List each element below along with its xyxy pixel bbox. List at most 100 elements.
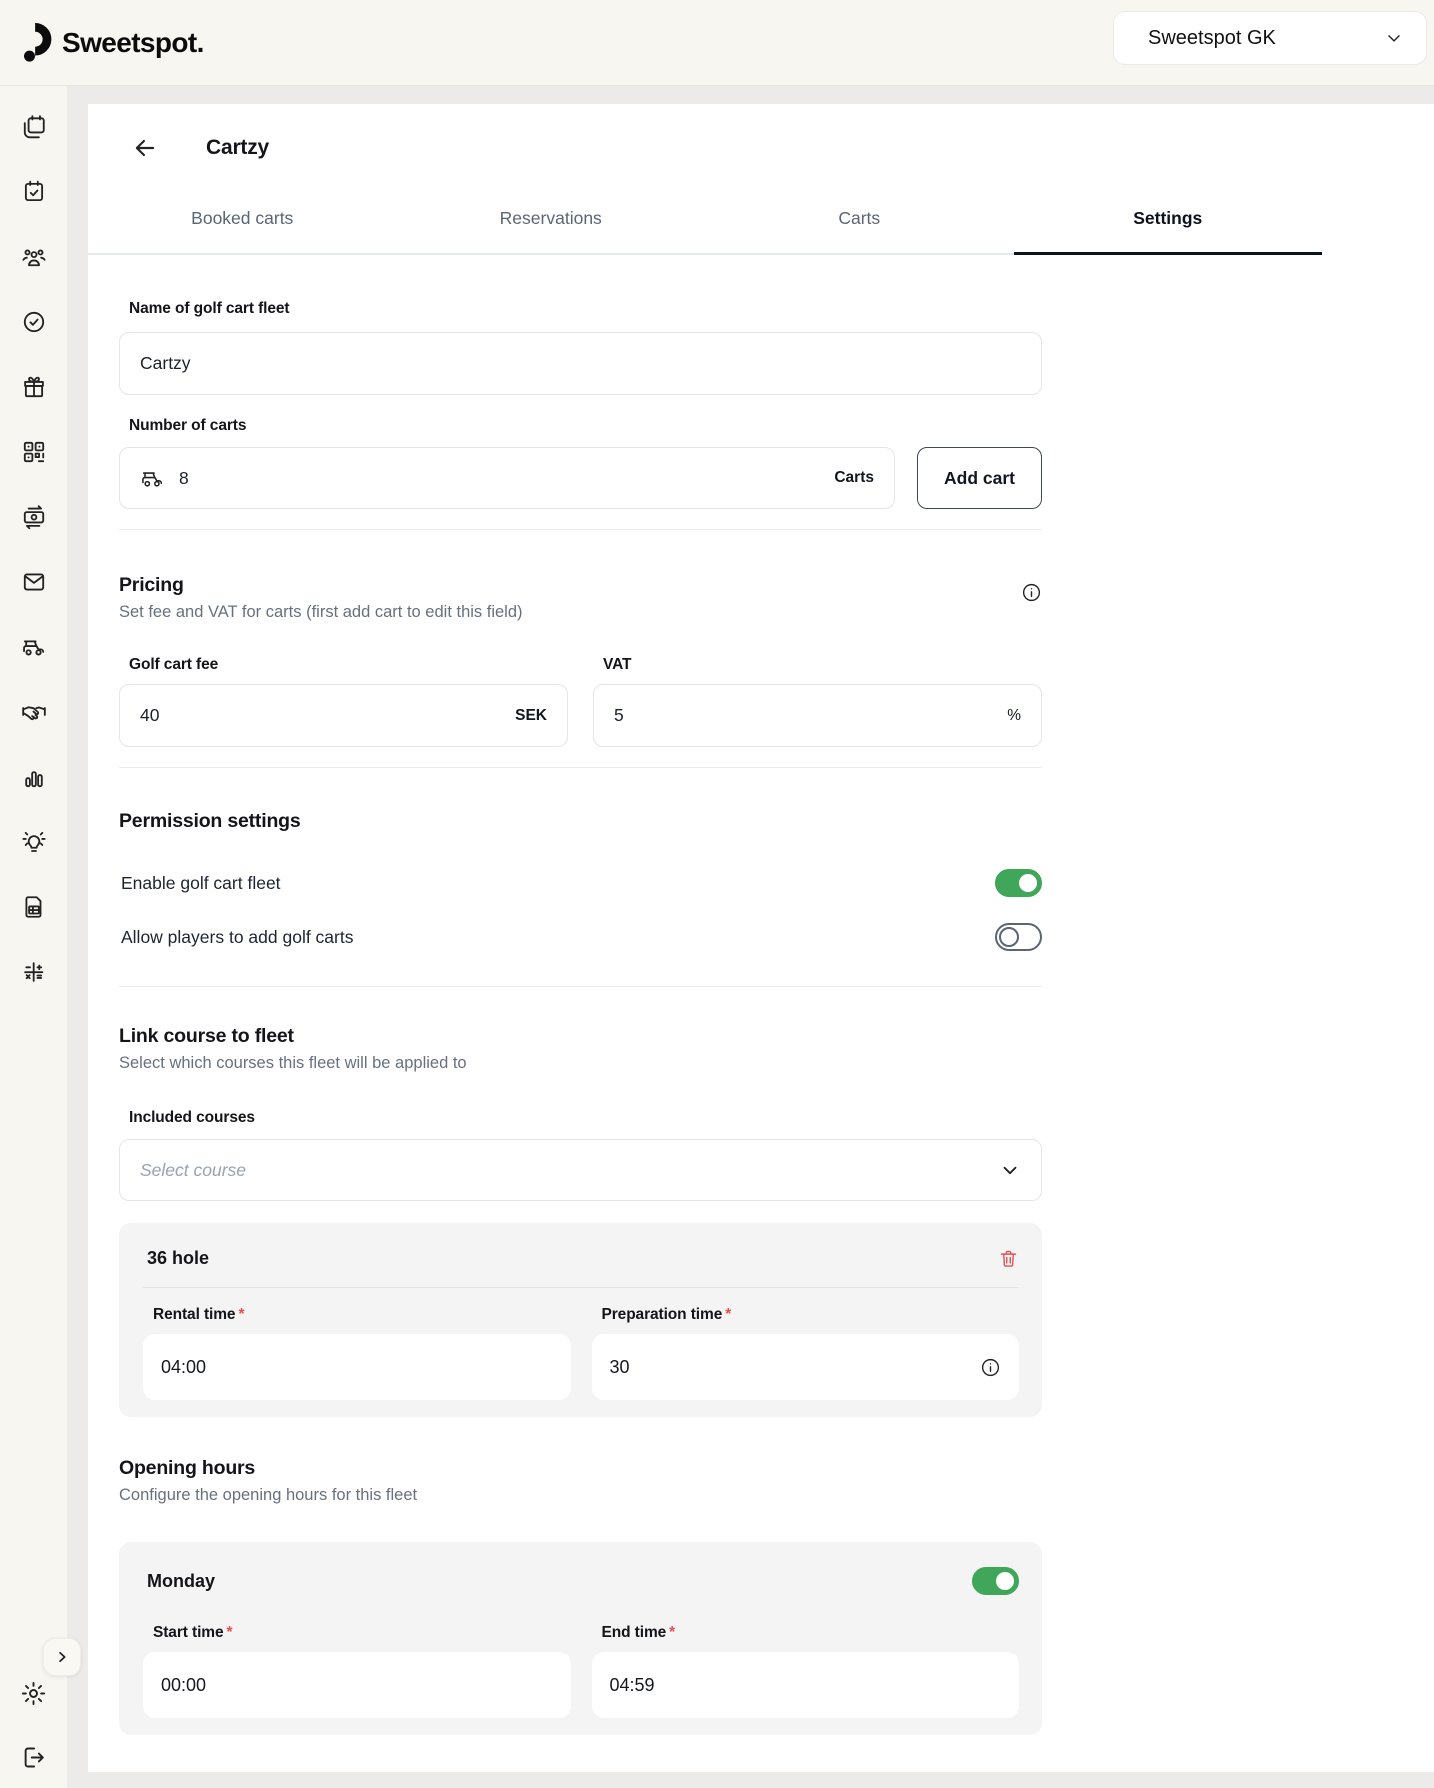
app-header: Sweetspot. Sweetspot GK xyxy=(0,0,1434,86)
tab-settings[interactable]: Settings xyxy=(1013,184,1323,255)
arrow-left-icon xyxy=(135,139,155,157)
sidebar-item-calendar[interactable] xyxy=(21,179,47,205)
pricing-subtitle: Set fee and VAT for carts (first add car… xyxy=(119,603,523,621)
preparation-time-field-box xyxy=(591,1334,1019,1400)
qr-code-icon xyxy=(23,441,44,463)
preparation-time-input[interactable] xyxy=(609,1356,980,1378)
sidebar-item-payments[interactable] xyxy=(21,504,47,530)
link-course-title: Link course to fleet xyxy=(119,1025,294,1047)
required-asterisk: * xyxy=(725,1306,732,1323)
chevron-down-icon xyxy=(1384,28,1404,48)
gift-icon xyxy=(23,376,44,398)
trash-icon xyxy=(1000,1250,1017,1267)
golf-cart-icon xyxy=(22,640,44,656)
fleet-name-label: Name of golf cart fleet xyxy=(129,300,290,317)
tab-carts[interactable]: Carts xyxy=(838,208,881,228)
partnership-icon xyxy=(21,706,46,721)
golf-cart-fee-label: Golf cart fee xyxy=(129,656,219,673)
monday-toggle[interactable] xyxy=(972,1567,1019,1595)
preparation-time-label: Preparation time xyxy=(601,1306,723,1323)
sidebar-expand-button[interactable] xyxy=(43,1638,81,1676)
calendar-check-icon xyxy=(24,180,43,202)
course-select-input[interactable] xyxy=(140,1159,999,1181)
preparation-info-icon[interactable] xyxy=(980,1357,1001,1378)
sidebar-item-partnerships[interactable] xyxy=(21,699,47,725)
page-title: Cartzy xyxy=(206,136,269,159)
brand-name: Sweetspot. xyxy=(62,26,204,58)
pricing-info-icon[interactable] xyxy=(1021,582,1042,603)
permission-row-players-add: Allow players to add golf carts xyxy=(119,923,1042,951)
start-time-label: Start time xyxy=(153,1624,224,1641)
permission-settings-title: Permission settings xyxy=(119,810,301,832)
start-time-input[interactable] xyxy=(161,1674,553,1696)
back-button[interactable] xyxy=(132,135,158,161)
booking-calendar-icon xyxy=(23,115,45,139)
carts-count-input[interactable] xyxy=(179,467,821,489)
section-divider xyxy=(119,529,1042,530)
sidebar-item-settings[interactable] xyxy=(20,1680,47,1707)
link-course-subtitle: Select which courses this fleet will be … xyxy=(119,1054,467,1072)
end-time-input[interactable] xyxy=(609,1674,1001,1696)
mail-icon xyxy=(23,573,44,591)
section-divider xyxy=(119,767,1042,768)
sidebar-item-insights[interactable] xyxy=(21,829,47,855)
add-cart-button[interactable]: Add cart xyxy=(917,447,1042,509)
fleet-name-input[interactable] xyxy=(140,353,1021,374)
rental-time-label: Rental time xyxy=(153,1306,236,1323)
members-icon xyxy=(21,249,46,267)
logout-button[interactable] xyxy=(20,1744,47,1771)
sidebar xyxy=(0,86,67,1788)
course-select[interactable] xyxy=(119,1139,1042,1201)
players-add-carts-label: Allow players to add golf carts xyxy=(121,926,354,947)
fee-currency-suffix: SEK xyxy=(515,706,547,724)
included-courses-label: Included courses xyxy=(129,1109,255,1126)
pricing-title: Pricing xyxy=(119,574,184,596)
sidebar-item-golf-carts[interactable] xyxy=(21,634,47,660)
chevron-right-icon xyxy=(59,1651,66,1663)
sidebar-item-vouchers[interactable] xyxy=(21,374,47,400)
vat-field-box: % xyxy=(593,684,1042,747)
tab-booked-carts[interactable]: Booked carts xyxy=(191,208,294,228)
payments-icon xyxy=(23,505,44,530)
section-divider xyxy=(119,986,1042,987)
carts-count-label: Number of carts xyxy=(129,417,247,434)
insights-icon xyxy=(21,831,46,852)
opening-hours-title: Opening hours xyxy=(119,1457,256,1479)
delete-course-button[interactable] xyxy=(998,1248,1019,1269)
day-name: Monday xyxy=(147,1570,216,1591)
permission-row-enable-fleet: Enable golf cart fleet xyxy=(119,869,1042,897)
fleet-name-field-box xyxy=(119,332,1042,395)
accounting-icon xyxy=(23,962,43,982)
sidebar-item-memberships[interactable] xyxy=(21,309,47,335)
statistics-icon xyxy=(24,771,43,788)
end-time-label: End time xyxy=(601,1624,667,1641)
sidebar-item-statistics[interactable] xyxy=(21,764,47,790)
enable-fleet-label: Enable golf cart fleet xyxy=(121,872,281,893)
sidebar-item-bookings[interactable] xyxy=(21,114,47,140)
golf-cart-fee-field-box: SEK xyxy=(119,684,568,747)
main-content: Cartzy Booked carts Reservations Carts S… xyxy=(88,104,1434,1772)
sidebar-item-reports[interactable] xyxy=(21,894,47,920)
organization-name: Sweetspot GK xyxy=(1148,26,1276,49)
brand-logo: Sweetspot. xyxy=(22,22,204,63)
golf-cart-fee-input[interactable] xyxy=(140,705,516,726)
sidebar-item-members[interactable] xyxy=(21,244,47,270)
players-add-carts-toggle[interactable] xyxy=(995,923,1042,951)
vat-percent-suffix: % xyxy=(1007,706,1021,724)
required-asterisk: * xyxy=(226,1624,233,1641)
rental-time-field-box xyxy=(143,1334,571,1400)
opening-hours-subtitle: Configure the opening hours for this fle… xyxy=(119,1486,418,1504)
sidebar-item-accounting[interactable] xyxy=(21,959,47,985)
enable-fleet-toggle[interactable] xyxy=(995,869,1042,897)
sidebar-item-qr-codes[interactable] xyxy=(21,439,47,465)
vat-input[interactable] xyxy=(614,705,1008,726)
rental-time-input[interactable] xyxy=(161,1356,553,1378)
tab-reservations[interactable]: Reservations xyxy=(499,208,602,228)
vat-label: VAT xyxy=(603,656,632,673)
organization-selector[interactable]: Sweetspot GK xyxy=(1113,11,1427,65)
start-time-field-box xyxy=(143,1652,571,1718)
card-divider xyxy=(143,1287,1019,1288)
opening-hours-card-monday: Monday Start time* End time* xyxy=(119,1542,1042,1735)
tab-bar: Booked carts Reservations Carts Settings xyxy=(88,184,1322,255)
sidebar-item-messages[interactable] xyxy=(21,569,47,595)
